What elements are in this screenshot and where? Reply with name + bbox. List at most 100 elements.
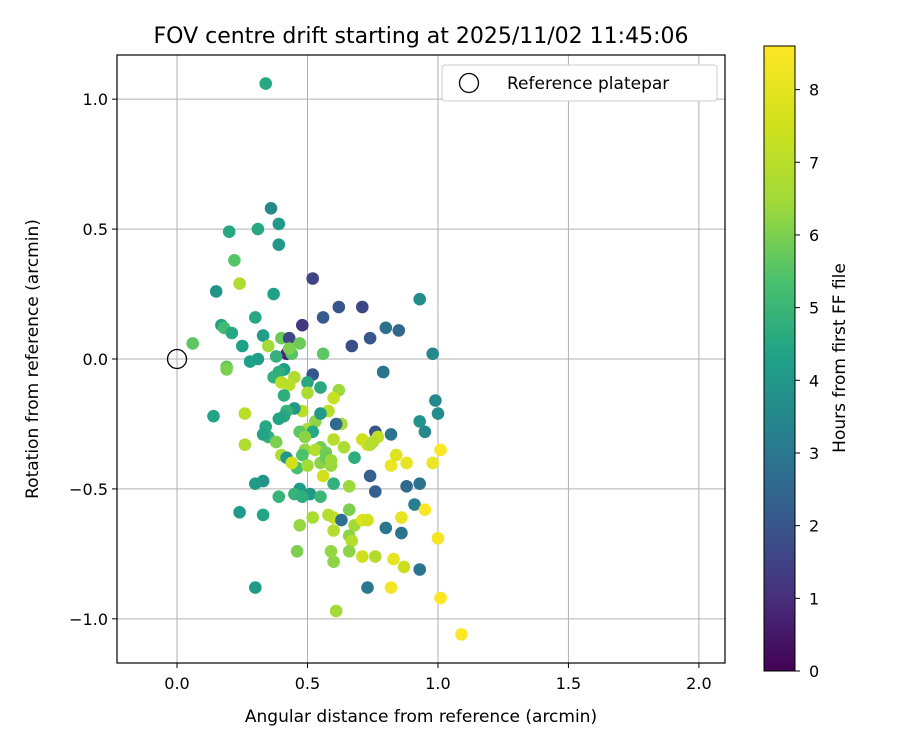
data-point [389,448,403,462]
data-point [207,409,220,423]
data-point [342,545,356,558]
data-point [376,365,390,379]
data-point [397,560,411,574]
colorbar-tick-label: 1 [809,589,819,608]
data-point [369,485,382,498]
data-point [256,329,270,342]
data-point [335,513,348,527]
data-point [327,433,340,446]
data-point [262,339,275,353]
y-axis-label: Rotation from reference (arcmin) [23,219,43,499]
data-point [356,300,369,314]
data-point [298,430,312,444]
colorbar-gradient [763,45,796,672]
data-point [400,456,413,470]
data-point [327,524,340,537]
chart-title: FOV centre drift starting at 2025/11/02 … [154,24,689,49]
data-point [272,365,286,379]
data-point [220,363,233,376]
data-point [332,300,346,314]
data-point [186,337,199,350]
legend-entry-reference-platepar: Reference platepar [507,74,669,94]
data-point [228,253,241,267]
data-point [327,391,340,405]
x-tick-label: 0.0 [164,674,189,693]
reference-marker-group [166,348,188,370]
x-axis-label: Angular distance from reference (arcmin) [245,707,597,727]
data-point [269,350,283,363]
data-point [426,456,440,470]
data-point [249,477,262,491]
data-point [249,581,262,594]
data-point [387,552,400,566]
y-tick-label: 0.0 [83,350,108,369]
data-point [345,339,359,353]
data-point [309,443,322,457]
data-point [282,378,296,392]
data-point [282,331,296,345]
y-tick-label: 1.0 [83,90,108,109]
data-point [306,272,320,285]
scatter-points [186,77,468,641]
data-point [356,550,369,563]
data-point [426,347,440,361]
y-tick-label: −0.5 [69,480,108,499]
data-point [413,477,427,491]
colorbar-tick-label: 0 [809,662,819,681]
colorbar-tick-label: 8 [809,81,819,100]
data-point [431,532,445,545]
data-point [269,435,283,449]
x-tick-label: 1.5 [556,674,581,693]
legend: Reference platepar [441,64,718,102]
data-point [259,77,273,90]
data-point [296,448,309,462]
data-point [413,292,427,306]
x-ticks: 0.0 0.5 1.0 1.5 2.0 [164,663,712,693]
data-point [272,217,286,231]
data-point [363,469,377,483]
data-point [363,331,377,345]
data-point [348,451,361,465]
data-point [314,490,327,504]
data-point [209,285,223,298]
data-point [243,355,257,368]
data-point [316,347,330,361]
data-point [238,407,252,420]
data-point [238,438,252,452]
colorbar-tick-label: 5 [809,299,819,318]
data-point [413,563,427,576]
data-point [272,412,286,426]
data-point [251,222,265,236]
data-point [322,508,335,522]
colorbar-tick-label: 4 [809,371,819,390]
data-point [429,394,442,407]
data-point [418,425,432,439]
colorbar-label: Hours from first FF file [830,263,850,453]
data-point [272,238,286,251]
data-point [361,581,374,594]
data-point [361,513,374,527]
data-point [369,550,382,563]
data-point [222,225,236,238]
reference-platepar-marker [166,348,188,370]
data-point [434,591,447,605]
data-point [413,415,427,428]
colorbar-tick-label: 7 [809,153,819,172]
data-point [277,389,291,402]
data-point [329,417,343,431]
colorbar-tick-label: 6 [809,226,819,245]
data-point [233,277,246,290]
data-point [316,311,330,324]
x-tick-label: 2.0 [686,674,711,693]
y-ticks: 1.0 0.5 0.0 −0.5 −1.0 [69,90,117,629]
data-point [282,342,296,355]
data-point [233,506,246,519]
data-point [327,555,340,568]
data-point [395,511,408,524]
data-point [329,604,343,618]
data-point [337,441,351,454]
legend-reference-marker [458,72,480,94]
data-point [256,428,270,441]
data-point [290,545,304,558]
